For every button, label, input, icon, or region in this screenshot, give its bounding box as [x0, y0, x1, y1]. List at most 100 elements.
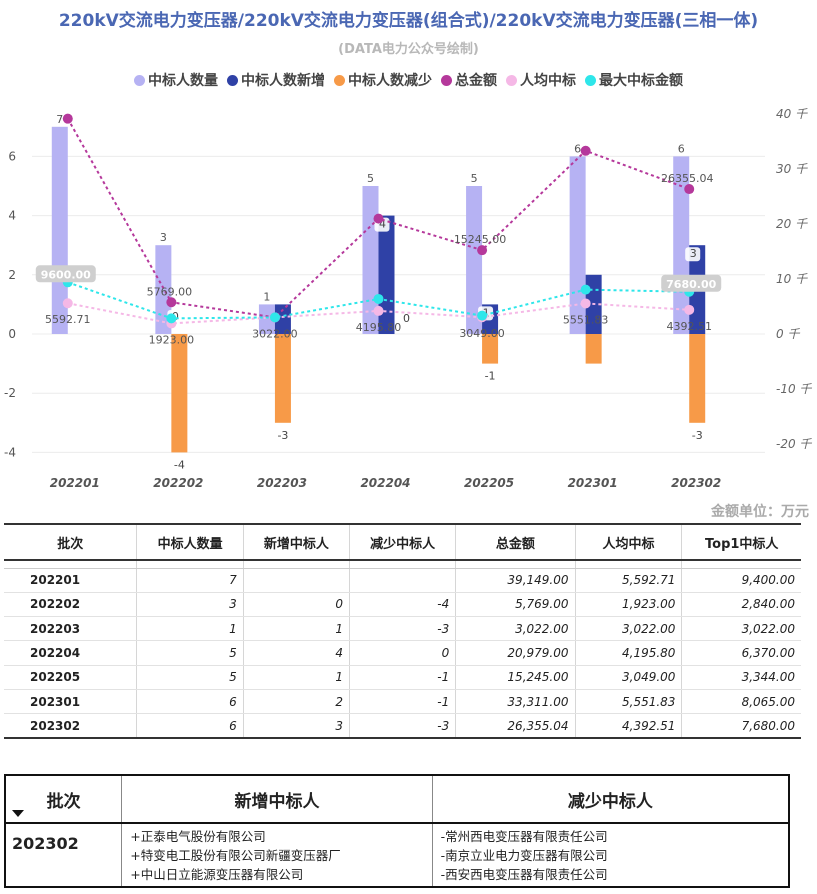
line-point [477, 310, 488, 321]
line-point [373, 305, 384, 316]
table-row[interactable]: 202205 5 1 -1 15,245.00 3,049.00 3,344.00 [4, 665, 801, 690]
y-right-tick-label: 0 千 [776, 327, 800, 341]
table-cell: -1 [349, 689, 457, 715]
legend: 中标人数量 中标人数新增 中标人数减少 总金额 人均中标 最大中标金额 [0, 70, 817, 90]
legend-item[interactable]: 中标人数量 [134, 70, 218, 90]
avg-amount-label: 4195.80 [356, 321, 402, 334]
bar-count [466, 186, 483, 334]
line-point [166, 297, 177, 308]
table-cell: 202204 [4, 640, 138, 666]
avg-amount-label: 5551.83 [563, 313, 609, 326]
table-cell: 2,840.00 [681, 592, 801, 618]
table-row[interactable]: 202301 6 2 -1 33,311.00 5,551.83 8,065.00 [4, 689, 801, 715]
line-point [373, 213, 384, 224]
summary-header-cell[interactable]: 中标人数量 [136, 523, 244, 561]
table-cell: 202301 [4, 689, 138, 715]
legend-dot-icon [134, 74, 145, 86]
bar-removed [171, 334, 188, 453]
bar-added-label: 4 [379, 218, 386, 231]
table-cell: 3,344.00 [681, 665, 801, 690]
table-cell: 39,149.00 [455, 568, 576, 593]
bar-removed-label: -3 [277, 429, 288, 442]
detail-header-batch[interactable]: 批次 [5, 775, 123, 824]
legend-dot-icon [441, 74, 452, 86]
list-item: -常州西电变压器有限责任公司 [440, 829, 608, 844]
table-cell: 4,392.51 [575, 713, 683, 740]
table-row[interactable]: 202204 5 4 0 20,979.00 4,195.80 6,370.00 [4, 640, 801, 666]
avg-amount-label: 1923.00 [149, 333, 195, 346]
table-cell: -3 [349, 713, 457, 740]
table-cell: -4 [349, 592, 457, 618]
list-item: +中山日立能源变压器有限公司 [130, 867, 304, 882]
summary-header-cell[interactable]: 新增中标人 [243, 523, 351, 561]
table-cell: 26,355.04 [455, 713, 576, 740]
table-cell: 0 [243, 592, 351, 618]
combo-chart: -4 -2 0 2 4 6 -20 千 -10 千 0 千 10 千 20 千 30 千 40 千 202… [4, 107, 812, 490]
table-cell: 202203 [4, 616, 138, 642]
table-cell: 1 [136, 616, 244, 642]
y-right-tick-label: 10 千 [776, 272, 808, 286]
sort-down-icon[interactable] [12, 810, 24, 817]
table-cell: 3,049.00 [575, 665, 683, 690]
legend-item[interactable]: 中标人数新增 [227, 70, 325, 90]
table-cell: 3,022.00 [681, 616, 801, 642]
table-cell: -1 [349, 665, 457, 690]
legend-dot-icon [506, 74, 517, 86]
x-tick-label: 202205 [464, 476, 514, 490]
line-point [62, 298, 73, 309]
legend-item[interactable]: 最大中标金额 [585, 70, 683, 90]
bar-removed [274, 334, 291, 423]
table-cell: 33,311.00 [455, 689, 576, 715]
legend-item[interactable]: 中标人数减少 [334, 70, 432, 90]
table-cell: 4,195.80 [575, 640, 683, 666]
line-point [62, 113, 73, 124]
table-cell: 7 [136, 568, 244, 593]
table-cell: 0 [349, 640, 457, 666]
table-row[interactable]: 202302 6 3 -3 26,355.04 4,392.51 7,680.00 [4, 713, 801, 740]
y-left-tick-label: 0 [8, 327, 16, 341]
bar-removed [482, 334, 499, 364]
table-cell [243, 568, 351, 593]
max-amount-label: 7680.00 [666, 278, 716, 291]
table-cell: 3 [136, 592, 244, 618]
table-cell: 5 [136, 665, 244, 690]
summary-header-cell[interactable]: 人均中标 [575, 523, 683, 561]
legend-item[interactable]: 总金额 [441, 70, 497, 90]
table-cell: 8,065.00 [681, 689, 801, 715]
legend-label: 总金额 [455, 73, 497, 89]
table-cell [349, 568, 457, 593]
line-point [684, 304, 695, 315]
summary-header-cell[interactable]: 总金额 [455, 523, 576, 561]
bar-removed-label: -3 [692, 429, 703, 442]
line-point [580, 284, 591, 295]
table-cell: 202205 [4, 665, 138, 690]
y-right-tick-label: -10 千 [776, 382, 812, 396]
avg-amount-label: 5592.71 [45, 313, 91, 326]
table-row[interactable]: 202203 1 1 -3 3,022.00 3,022.00 3,022.00 [4, 616, 801, 642]
table-cell: 1 [243, 665, 351, 690]
bar-count-label: 6 [574, 142, 581, 155]
table-row[interactable]: 202201 7 39,149.00 5,592.71 9,400.00 [4, 568, 801, 593]
table-cell: 1 [243, 616, 351, 642]
line-point [580, 145, 591, 156]
bar-removed [689, 334, 706, 423]
legend-label: 中标人数新增 [241, 73, 325, 89]
summary-header-cell[interactable]: Top1中标人 [681, 523, 801, 561]
bar-added-label: 3 [690, 247, 697, 260]
table-cell: 5,551.83 [575, 689, 683, 715]
summary-header-cell[interactable]: 减少中标人 [349, 523, 457, 561]
legend-label: 中标人数减少 [348, 73, 432, 89]
bar-count-label: 5 [471, 172, 478, 185]
bar-removed [585, 334, 602, 364]
table-row[interactable]: 202202 3 0 -4 5,769.00 1,923.00 2,840.00 [4, 592, 801, 618]
bar-removed-label: -1 [485, 370, 496, 383]
x-tick-label: 202301 [568, 476, 618, 490]
table-cell: 15,245.00 [455, 665, 576, 690]
x-tick-label: 202203 [257, 476, 307, 490]
summary-header-cell[interactable]: 批次 [4, 523, 138, 561]
avg-amount-label: 3049.00 [459, 327, 505, 340]
list-item: +特变电工股份有限公司新疆变压器厂 [130, 848, 341, 863]
legend-item[interactable]: 人均中标 [506, 70, 576, 90]
max-amount-label: 9600.00 [41, 268, 91, 281]
total-amount-label: 15245.00 [454, 233, 507, 246]
